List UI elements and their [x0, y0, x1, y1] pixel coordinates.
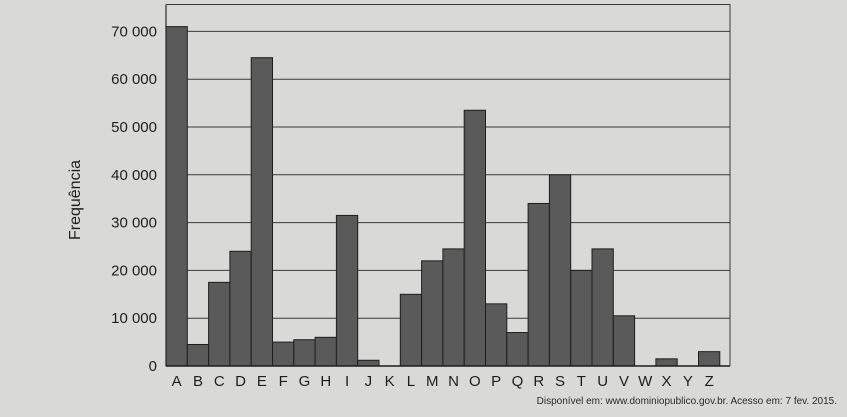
- x-tick-label: J: [365, 373, 373, 390]
- x-tick-label: B: [193, 373, 203, 390]
- x-tick-label: U: [597, 373, 608, 390]
- x-tick-label: F: [279, 373, 288, 390]
- x-tick-label: R: [533, 373, 544, 390]
- bar-o: [463, 109, 487, 367]
- x-tick-label: M: [426, 373, 439, 390]
- bar-h: [314, 336, 337, 367]
- bar-j: [357, 359, 380, 367]
- bar-a: [165, 26, 188, 367]
- bar-p: [485, 303, 508, 367]
- bar-z: [698, 351, 721, 367]
- source-caption: Disponível em: www.dominiopublico.gov.br…: [536, 396, 837, 407]
- y-tick-label: 30 000: [111, 215, 157, 232]
- x-tick-label: Y: [683, 373, 693, 390]
- x-tick-label: N: [448, 373, 459, 390]
- bar-v: [612, 315, 636, 367]
- y-tick-label: 40 000: [111, 167, 157, 184]
- x-tick-label: W: [638, 373, 653, 390]
- y-tick-label: 0: [149, 358, 157, 375]
- bar-x: [655, 358, 678, 367]
- x-tick-label: P: [491, 373, 501, 390]
- x-tick-label: V: [619, 373, 629, 390]
- bar-f: [272, 341, 295, 367]
- x-tick-label: K: [385, 373, 395, 390]
- bars: [165, 26, 730, 367]
- bar-n: [442, 248, 465, 367]
- x-tick-label: E: [257, 373, 267, 390]
- x-tick-label: G: [299, 373, 311, 390]
- x-tick-label: Z: [705, 373, 714, 390]
- x-tick-label: H: [320, 373, 331, 390]
- bar-u: [591, 248, 614, 367]
- y-tick-label: 20 000: [111, 262, 157, 279]
- x-tick-label: I: [345, 373, 349, 390]
- bar-q: [506, 332, 529, 367]
- x-tick-label: C: [214, 373, 225, 390]
- bar-d: [229, 250, 252, 367]
- x-tick-label: A: [172, 373, 182, 390]
- y-tick-label: 70 000: [111, 23, 157, 40]
- x-tick-label: D: [235, 373, 246, 390]
- x-tick-label: O: [469, 373, 481, 390]
- y-tick-labels: 0 10 000 20 000 30 000 40 000 50 000 60 000 70 …: [111, 23, 157, 375]
- y-tick-label: 60 000: [111, 71, 157, 88]
- x-tick-label: X: [662, 373, 672, 390]
- x-tick-label: L: [407, 373, 415, 390]
- bar-g: [293, 339, 316, 367]
- bar-t: [570, 269, 593, 367]
- x-tick-label: T: [577, 373, 586, 390]
- bar-s: [548, 174, 572, 367]
- y-tick-label: 50 000: [111, 119, 157, 136]
- bar-e: [250, 57, 273, 367]
- bar-m: [421, 260, 444, 367]
- bar-r: [527, 202, 550, 367]
- x-tick-label: S: [555, 373, 565, 390]
- plot-frame: [166, 4, 731, 366]
- bar-b: [186, 343, 210, 367]
- bar-i: [335, 214, 359, 367]
- y-axis-label: Frequência: [67, 160, 84, 240]
- y-tick-label: 10 000: [111, 310, 157, 327]
- x-tick-label: Q: [512, 373, 524, 390]
- bar-c: [208, 281, 231, 367]
- bar-l: [399, 293, 423, 367]
